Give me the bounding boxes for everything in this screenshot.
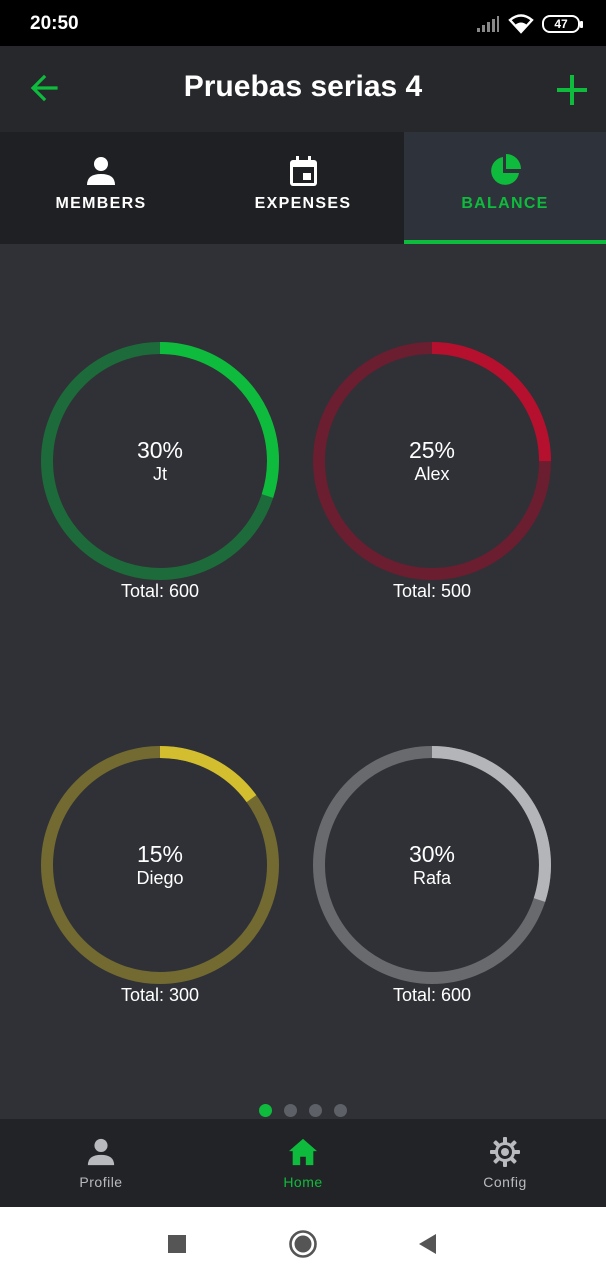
balance-percent: 30% — [408, 841, 456, 867]
balance-grid: 30% Jt Total: 600 25% Alex Total: 500 15… — [0, 244, 606, 1118]
system-nav-bar — [0, 1207, 606, 1280]
back-button[interactable] — [24, 68, 64, 108]
pie-chart-icon — [488, 154, 522, 188]
battery-icon: 47 — [542, 15, 583, 33]
tab-label: EXPENSES — [254, 195, 352, 212]
page-indicator — [0, 1104, 606, 1117]
page-title: Pruebas serias 4 — [183, 70, 423, 103]
nav-label: Config — [483, 1174, 527, 1190]
calendar-icon — [286, 154, 320, 188]
nav-profile[interactable]: Profile — [0, 1119, 202, 1207]
balance-percent: 25% — [408, 437, 456, 463]
member-total: Total: 500 — [392, 581, 472, 601]
balance-ring — [313, 342, 551, 580]
person-icon — [85, 1136, 117, 1168]
member-total: Total: 600 — [120, 581, 200, 601]
person-icon — [84, 154, 118, 188]
member-balance-card: 30% Rafa Total: 600 — [307, 740, 557, 1030]
home-icon — [287, 1136, 319, 1168]
balance-percent: 15% — [136, 841, 184, 867]
member-balance-card: 30% Jt Total: 600 — [35, 336, 285, 626]
gear-icon — [489, 1136, 521, 1168]
bottom-nav: Profile Home — [0, 1119, 606, 1207]
balance-ring — [313, 746, 551, 984]
page-dot[interactable] — [309, 1104, 322, 1117]
page-dot[interactable] — [259, 1104, 272, 1117]
member-total: Total: 300 — [120, 985, 200, 1005]
triangle-back-icon — [419, 1234, 436, 1254]
tab-label: MEMBERS — [55, 195, 147, 212]
nav-home[interactable]: Home — [202, 1119, 404, 1207]
member-balance-card: 25% Alex Total: 500 — [307, 336, 557, 626]
member-name: Jt — [152, 464, 167, 484]
battery-level: 47 — [554, 17, 568, 31]
signal-icon — [477, 16, 499, 32]
square-icon — [168, 1235, 186, 1253]
member-name: Alex — [414, 464, 450, 484]
tab-expenses[interactable]: EXPENSES — [202, 132, 404, 244]
nav-config[interactable]: Config — [404, 1119, 606, 1207]
plus-icon — [557, 75, 587, 105]
balance-ring — [41, 342, 279, 580]
member-balance-card: 15% Diego Total: 300 — [35, 740, 285, 1030]
status-time: 20:50 — [30, 13, 79, 34]
add-button[interactable] — [550, 68, 594, 112]
balance-ring — [41, 746, 279, 984]
nav-label: Profile — [79, 1174, 123, 1190]
tab-label: BALANCE — [461, 195, 549, 212]
page-dot[interactable] — [334, 1104, 347, 1117]
member-name: Rafa — [412, 868, 452, 888]
tab-balance[interactable]: BALANCE — [404, 132, 606, 244]
balance-percent: 30% — [136, 437, 184, 463]
app-bar: Pruebas serias 4 — [0, 46, 606, 132]
wifi-icon — [508, 14, 534, 34]
page-dot[interactable] — [284, 1104, 297, 1117]
circle-icon — [289, 1230, 317, 1258]
nav-label: Home — [283, 1174, 323, 1190]
home-system-button[interactable] — [288, 1229, 318, 1259]
member-name: Diego — [136, 868, 184, 888]
tab-members[interactable]: MEMBERS — [0, 132, 202, 244]
status-icons: 47 — [476, 12, 583, 36]
recents-button[interactable] — [162, 1229, 192, 1259]
status-bar: 20:50 47 — [0, 0, 606, 46]
back-system-button[interactable] — [412, 1229, 442, 1259]
member-total: Total: 600 — [392, 985, 472, 1005]
tab-bar: MEMBERS EXPENSES BALANCE — [0, 132, 606, 244]
arrow-left-icon — [30, 74, 58, 102]
